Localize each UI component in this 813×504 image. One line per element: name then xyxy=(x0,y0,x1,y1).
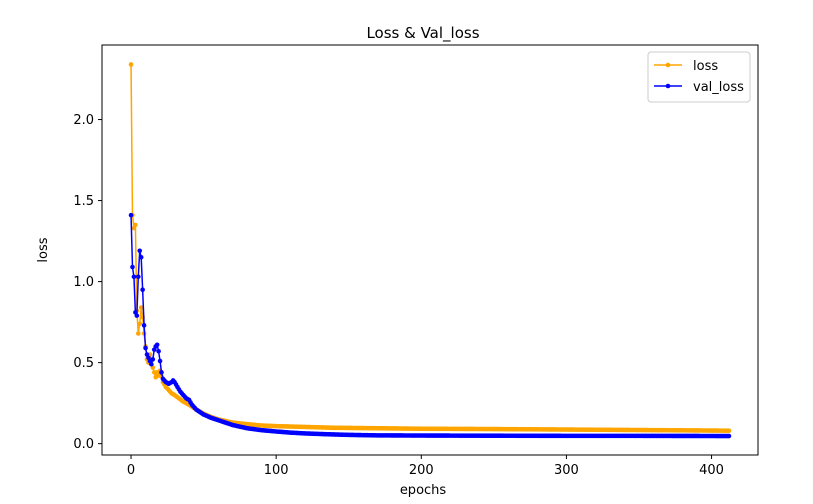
x-tick-label: 200 xyxy=(409,463,434,478)
data-point-val-loss xyxy=(140,287,145,293)
data-point-val-loss xyxy=(137,248,143,254)
y-tick-label: 1.0 xyxy=(73,275,94,290)
data-point-val-loss xyxy=(149,361,154,367)
y-tick-label: 0.0 xyxy=(73,437,94,452)
y-axis-label: loss xyxy=(36,237,51,262)
data-point-loss xyxy=(128,62,134,67)
legend-label-val-loss: val_loss xyxy=(693,80,744,95)
data-point-val-loss xyxy=(143,345,148,351)
data-point-val-loss xyxy=(130,264,135,270)
data-point-loss xyxy=(726,428,732,433)
data-point-loss xyxy=(133,222,138,228)
x-tick-label: 300 xyxy=(554,463,579,478)
data-point-val-loss xyxy=(131,274,137,280)
data-point-val-loss xyxy=(135,274,141,280)
y-tick-label: 0.5 xyxy=(73,356,94,371)
legend-marker-loss xyxy=(665,62,671,68)
series-line-loss xyxy=(130,64,729,432)
series-line-val-loss xyxy=(130,215,729,437)
y-tick-label: 2.0 xyxy=(73,113,94,128)
data-point-val-loss xyxy=(128,212,134,218)
data-point-val-loss xyxy=(150,357,156,362)
x-tick-label: 400 xyxy=(699,463,724,478)
data-point-loss xyxy=(137,321,143,327)
data-point-loss xyxy=(138,305,144,310)
legend-label-loss: loss xyxy=(693,59,718,74)
plot-frame xyxy=(101,44,759,456)
data-point-val-loss xyxy=(141,323,147,328)
series-loss xyxy=(128,62,732,433)
data-point-val-loss xyxy=(157,358,163,364)
data-point-val-loss xyxy=(138,254,144,260)
data-point-val-loss xyxy=(156,348,161,354)
y-axis: 0.0 0.5 1.0 1.5 2.0 xyxy=(73,113,102,452)
x-tick-label: 100 xyxy=(264,463,289,478)
plot-area xyxy=(128,62,732,439)
legend: loss val_loss xyxy=(647,51,751,103)
chart-title: Loss & Val_loss xyxy=(366,24,479,43)
data-point-val-loss xyxy=(134,313,140,318)
data-point-val-loss xyxy=(154,342,160,348)
x-axis: 0 100 200 300 400 xyxy=(127,455,724,478)
x-axis-label: epochs xyxy=(400,483,447,498)
data-point-val-loss xyxy=(159,370,164,375)
y-tick-label: 1.5 xyxy=(73,194,94,209)
legend-marker-val-loss xyxy=(665,83,671,89)
series-val-loss xyxy=(128,212,732,439)
x-tick-label: 0 xyxy=(127,463,135,478)
data-point-loss xyxy=(135,331,141,336)
data-point-val-loss xyxy=(726,433,732,439)
